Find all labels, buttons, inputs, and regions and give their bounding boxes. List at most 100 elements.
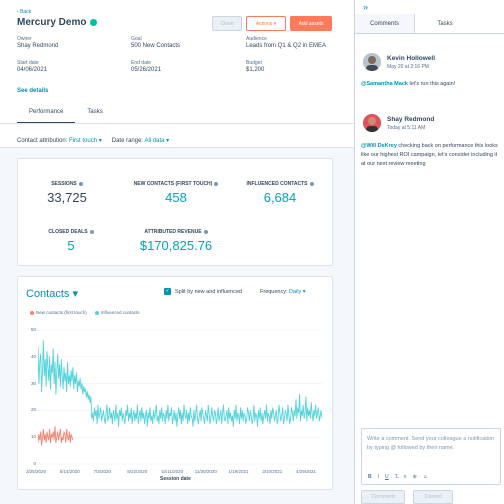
y-tick-label: 30 <box>30 380 36 386</box>
sidebar-tabs: Comments Tasks <box>355 14 504 34</box>
metric-value: $170,825.76 <box>139 238 213 253</box>
filter-bar: Contact attribution: First touch ▾ Date … <box>17 137 169 144</box>
campaign-header: ‹ Back Mercury Demo Clone Actions ▾ Add … <box>0 0 354 148</box>
see-details-link[interactable]: See details <box>17 88 49 94</box>
end-date-value[interactable]: 05/26/2021 <box>131 67 162 73</box>
frequency-control[interactable]: Frequency: Daily ▾ <box>260 289 306 295</box>
comment-input[interactable]: Write a comment. Send your colleague a n… <box>361 428 501 485</box>
x-axis-label: Session date <box>160 476 191 482</box>
status-dot-icon <box>90 19 98 26</box>
avatar-shay-icon <box>363 114 381 132</box>
legend-item-influenced[interactable]: Influenced contacts <box>94 310 140 315</box>
date-range-value: All data ▾ <box>144 138 170 144</box>
goal-value[interactable]: 500 New Contacts <box>131 43 181 49</box>
x-tick-label: 3/10/2021 <box>262 469 283 474</box>
contacts-title-dropdown[interactable]: Contacts ▾ <box>26 288 78 300</box>
legend-swatch <box>94 310 99 315</box>
attribution-filter[interactable]: Contact attribution: First touch ▾ <box>17 137 102 144</box>
chart-legend: New contacts (first touch) Influenced co… <box>30 310 140 315</box>
comment-button[interactable]: Comment <box>361 490 405 504</box>
bold-icon[interactable]: B <box>368 474 372 480</box>
main-tabs: Performance Tasks <box>17 106 115 124</box>
x-tick-label: 5/14/2020 <box>59 469 80 474</box>
date-range-filter[interactable]: Date range: All data ▾ <box>112 137 169 144</box>
audience-label: Audience <box>246 36 267 42</box>
italic-icon[interactable]: I <box>377 474 380 480</box>
metric-value: 33,725 <box>47 190 87 205</box>
tab-performance[interactable]: Performance <box>17 106 76 124</box>
emoji-icon[interactable]: ☺ <box>422 474 428 480</box>
page-title-text: Mercury Demo <box>17 17 87 28</box>
mention[interactable]: @Will DeKrey <box>361 143 397 149</box>
info-icon[interactable] <box>89 229 94 234</box>
metric-value: 5 <box>67 238 75 253</box>
series-line-influenced-contacts[interactable] <box>38 340 322 427</box>
back-link[interactable]: ‹ Back <box>17 9 32 15</box>
info-icon[interactable] <box>309 181 314 186</box>
attribution-value: First touch ▾ <box>69 138 102 144</box>
tab-comments[interactable]: Comments <box>355 14 415 33</box>
audience-value[interactable]: Leads from Q1 & Q2 in EMEA <box>246 43 327 49</box>
mention[interactable]: @Samantha Mack <box>361 81 408 87</box>
underline-icon[interactable]: U <box>385 474 389 480</box>
back-label: Back <box>20 9 32 15</box>
comment-text: checking back on performance this looks … <box>361 143 498 167</box>
format-toolbar: B I U T̶ ≡ ⊕ ☺ <box>368 474 428 480</box>
y-tick-label: 0 <box>33 461 36 466</box>
comment-body: @Will DeKrey checking back on performanc… <box>361 142 501 169</box>
tabs-divider <box>0 123 354 124</box>
expand-icon[interactable]: » <box>363 2 369 12</box>
page-title: Mercury Demo <box>17 17 98 28</box>
comment-author: Kevin Hollowell <box>387 55 436 62</box>
budget-value[interactable]: $1,200 <box>246 67 265 73</box>
metric-label: SESSIONS <box>51 181 77 187</box>
metric-label: NEW CONTACTS (FIRST TOUCH) <box>133 181 213 187</box>
tab-sidebar-tasks[interactable]: Tasks <box>437 21 453 27</box>
metric-sessions: SESSIONS 33,725 <box>22 181 112 205</box>
avatar <box>363 114 381 132</box>
legend-swatch <box>30 310 34 315</box>
comment-author: Shay Redmond <box>387 116 435 123</box>
actions-button[interactable]: Actions ▾ <box>246 16 286 31</box>
metrics-card: SESSIONS 33,725 NEW CONTACTS (FIRST TOUC… <box>17 158 333 266</box>
comment-time: May 20 at 2:16 PM <box>387 64 429 70</box>
y-tick-label: 50 <box>30 327 36 332</box>
info-icon[interactable] <box>78 181 83 186</box>
cancel-button[interactable]: Cancel <box>413 490 453 504</box>
split-checkbox[interactable]: ✓ <box>164 288 171 295</box>
comment-time: Today at 5:11 AM <box>387 125 426 131</box>
start-date-label: Start date <box>17 60 39 66</box>
insert-icon[interactable]: ⊕ <box>412 474 417 480</box>
x-tick-label: 8/22/2020 <box>127 469 148 474</box>
comments-sidebar: » Comments Tasks Kevin Hollowell May 20 … <box>354 0 504 504</box>
main-panel: ‹ Back Mercury Demo Clone Actions ▾ Add … <box>0 0 354 490</box>
legend-item-new[interactable]: New contacts (first touch) <box>30 310 87 315</box>
avatar-kevin-icon <box>363 53 381 71</box>
date-range-label: Date range: <box>111 138 144 144</box>
attribution-label: Contact attribution: <box>17 138 68 144</box>
info-icon[interactable] <box>214 181 219 186</box>
split-label: Split by new and influenced <box>175 289 242 295</box>
legend-label: New contacts (first touch) <box>36 310 87 315</box>
info-icon[interactable] <box>203 229 208 234</box>
start-date-value[interactable]: 04/06/2021 <box>17 67 48 73</box>
owner-value[interactable]: Shay Redmond <box>17 43 59 49</box>
x-tick-label: 7/3/2020 <box>93 469 112 474</box>
tab-tasks[interactable]: Tasks <box>87 109 103 115</box>
metric-influenced-contacts: INFLUENCED CONTACTS 6,684 <box>230 181 330 205</box>
add-assets-button[interactable]: Add assets <box>290 16 332 31</box>
contacts-line-chart <box>38 329 322 465</box>
comment-body: @Samantha Mack let's run this again! <box>361 80 501 89</box>
strikethrough-icon[interactable]: T̶ <box>394 474 398 480</box>
metric-label: INFLUENCED CONTACTS <box>246 181 308 187</box>
owner-label: Owner <box>17 36 32 42</box>
series-line-new-contacts[interactable] <box>38 426 74 446</box>
frequency-value: Daily ▾ <box>289 289 306 295</box>
x-tick-label: 10/11/2020 <box>161 469 184 474</box>
y-tick-label: 20 <box>30 407 36 413</box>
clone-button[interactable]: Clone <box>212 16 242 31</box>
avatar <box>363 53 381 71</box>
end-date-label: End date <box>131 60 152 66</box>
list-icon[interactable]: ≡ <box>403 474 407 480</box>
metric-label: CLOSED DEALS <box>48 229 88 235</box>
